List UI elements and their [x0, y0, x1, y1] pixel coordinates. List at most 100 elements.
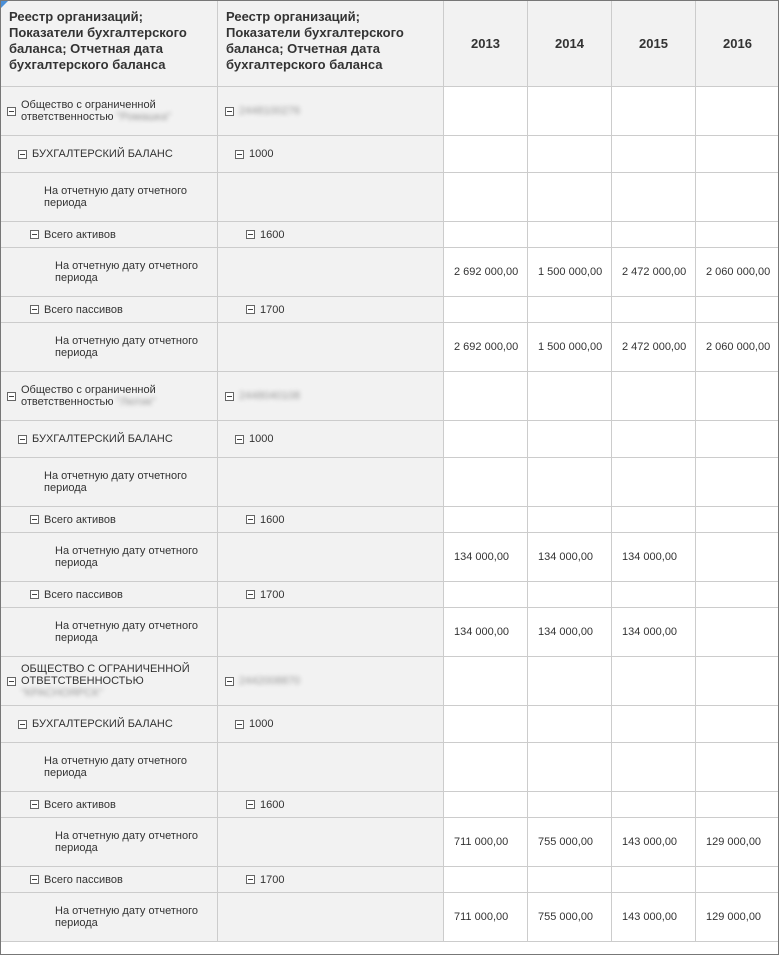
value-cell[interactable] [611, 705, 696, 743]
value-cell[interactable] [527, 135, 612, 173]
value-cell[interactable] [443, 742, 528, 792]
value-cell[interactable] [611, 371, 696, 421]
value-cell[interactable] [527, 656, 612, 706]
value-cell[interactable] [695, 221, 778, 248]
value-cell[interactable] [611, 457, 696, 507]
value-cell[interactable] [611, 86, 696, 136]
value-cell[interactable] [611, 581, 696, 608]
value-cell[interactable]: 711 000,00 [443, 892, 528, 942]
header-year-2016[interactable]: 2016 [695, 1, 778, 87]
value-cell[interactable] [527, 371, 612, 421]
value-cell[interactable]: 134 000,00 [527, 607, 612, 657]
value-cell[interactable] [695, 371, 778, 421]
value-cell[interactable]: 134 000,00 [527, 532, 612, 582]
value-cell[interactable]: 143 000,00 [611, 817, 696, 867]
value-cell[interactable] [443, 506, 528, 533]
value-cell[interactable]: 2 472 000,00 [611, 247, 696, 297]
value-cell[interactable] [527, 86, 612, 136]
value-cell[interactable] [443, 457, 528, 507]
value-cell[interactable]: 134 000,00 [443, 532, 528, 582]
value-cell[interactable]: 1 500 000,00 [527, 322, 612, 372]
value-cell[interactable] [695, 581, 778, 608]
value-cell[interactable] [443, 791, 528, 818]
value-cell[interactable] [695, 791, 778, 818]
value-cell[interactable] [527, 791, 612, 818]
value-cell[interactable]: 2 060 000,00 [695, 247, 778, 297]
value-cell[interactable] [695, 866, 778, 893]
collapse-toggle-icon[interactable] [7, 106, 16, 116]
value-cell[interactable]: 129 000,00 [695, 817, 778, 867]
collapse-toggle-icon[interactable] [30, 800, 39, 809]
value-cell[interactable] [443, 705, 528, 743]
value-cell[interactable] [695, 532, 778, 582]
header-col2[interactable]: Реестр организаций; Показатели бухгалтер… [217, 1, 444, 87]
collapse-toggle-icon[interactable] [246, 875, 255, 884]
collapse-toggle-icon[interactable] [246, 230, 255, 239]
value-cell[interactable]: 755 000,00 [527, 817, 612, 867]
value-cell[interactable] [443, 581, 528, 608]
value-cell[interactable] [695, 705, 778, 743]
value-cell[interactable] [611, 791, 696, 818]
value-cell[interactable] [611, 221, 696, 248]
value-cell[interactable]: 134 000,00 [611, 607, 696, 657]
collapse-toggle-icon[interactable] [30, 515, 39, 524]
value-cell[interactable] [611, 866, 696, 893]
value-cell[interactable] [527, 866, 612, 893]
value-cell[interactable] [443, 221, 528, 248]
value-cell[interactable] [695, 656, 778, 706]
value-cell[interactable]: 2 692 000,00 [443, 322, 528, 372]
value-cell[interactable]: 2 060 000,00 [695, 322, 778, 372]
collapse-toggle-icon[interactable] [246, 305, 255, 314]
value-cell[interactable]: 1 500 000,00 [527, 247, 612, 297]
collapse-toggle-icon[interactable] [18, 719, 27, 729]
collapse-toggle-icon[interactable] [30, 305, 39, 314]
collapse-toggle-icon[interactable] [235, 719, 244, 729]
collapse-toggle-icon[interactable] [7, 391, 16, 401]
value-cell[interactable]: 134 000,00 [443, 607, 528, 657]
collapse-toggle-icon[interactable] [246, 590, 255, 599]
collapse-toggle-icon[interactable] [235, 149, 244, 159]
value-cell[interactable] [527, 457, 612, 507]
value-cell[interactable] [527, 705, 612, 743]
value-cell[interactable] [611, 172, 696, 222]
value-cell[interactable]: 134 000,00 [611, 532, 696, 582]
value-cell[interactable] [611, 296, 696, 323]
value-cell[interactable] [695, 457, 778, 507]
value-cell[interactable] [695, 420, 778, 458]
value-cell[interactable] [611, 656, 696, 706]
value-cell[interactable] [611, 420, 696, 458]
collapse-toggle-icon[interactable] [246, 515, 255, 524]
value-cell[interactable]: 143 000,00 [611, 892, 696, 942]
value-cell[interactable] [695, 172, 778, 222]
value-cell[interactable] [695, 135, 778, 173]
value-cell[interactable] [443, 656, 528, 706]
value-cell[interactable] [527, 506, 612, 533]
value-cell[interactable]: 129 000,00 [695, 892, 778, 942]
value-cell[interactable] [443, 371, 528, 421]
value-cell[interactable]: 755 000,00 [527, 892, 612, 942]
value-cell[interactable] [695, 296, 778, 323]
value-cell[interactable] [611, 135, 696, 173]
value-cell[interactable]: 2 472 000,00 [611, 322, 696, 372]
collapse-toggle-icon[interactable] [18, 149, 27, 159]
value-cell[interactable]: 2 692 000,00 [443, 247, 528, 297]
value-cell[interactable] [443, 866, 528, 893]
collapse-toggle-icon[interactable] [7, 676, 16, 686]
value-cell[interactable] [695, 506, 778, 533]
collapse-toggle-icon[interactable] [18, 434, 27, 444]
value-cell[interactable] [443, 172, 528, 222]
value-cell[interactable] [527, 742, 612, 792]
collapse-toggle-icon[interactable] [30, 590, 39, 599]
value-cell[interactable] [695, 742, 778, 792]
value-cell[interactable] [443, 420, 528, 458]
value-cell[interactable] [527, 420, 612, 458]
header-year-2015[interactable]: 2015 [611, 1, 696, 87]
value-cell[interactable]: 711 000,00 [443, 817, 528, 867]
value-cell[interactable] [443, 135, 528, 173]
header-year-2013[interactable]: 2013 [443, 1, 528, 87]
collapse-toggle-icon[interactable] [225, 676, 234, 686]
collapse-toggle-icon[interactable] [235, 434, 244, 444]
value-cell[interactable] [611, 506, 696, 533]
collapse-toggle-icon[interactable] [30, 875, 39, 884]
value-cell[interactable] [443, 296, 528, 323]
